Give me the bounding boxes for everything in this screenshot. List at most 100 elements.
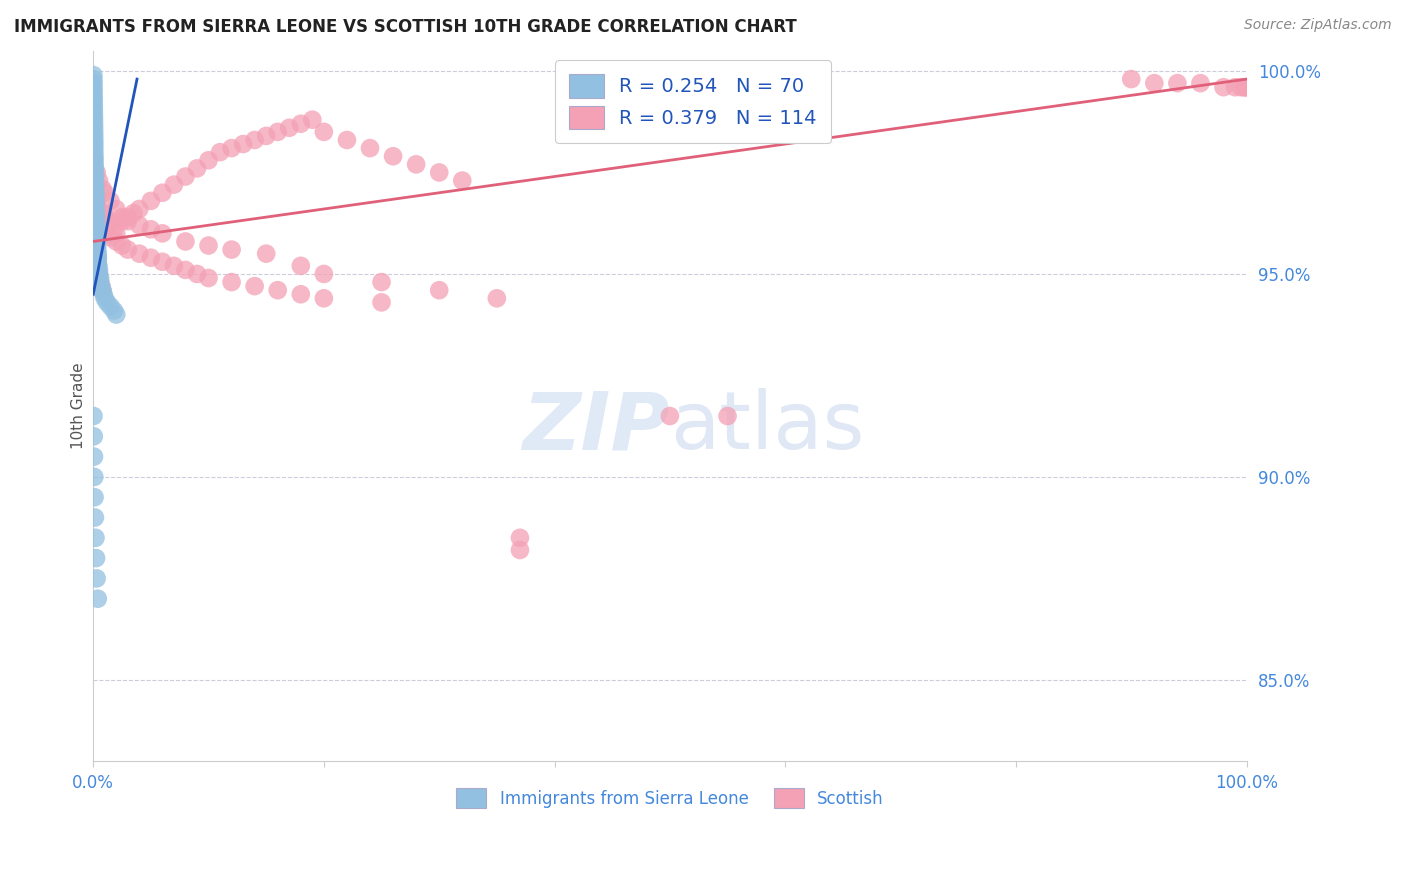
- Point: [163, 259, 186, 273]
- Point: [278, 120, 301, 135]
- Point: [197, 238, 219, 252]
- Point: [87, 251, 110, 265]
- Point: [197, 153, 219, 168]
- Point: [174, 235, 197, 249]
- Point: [86, 235, 108, 249]
- Point: [84, 186, 107, 200]
- Point: [83, 186, 105, 200]
- Point: [427, 283, 450, 297]
- Point: [139, 251, 162, 265]
- Point: [83, 202, 105, 216]
- Point: [96, 214, 118, 228]
- Point: [87, 251, 110, 265]
- Point: [84, 190, 107, 204]
- Point: [209, 145, 232, 160]
- Point: [150, 227, 173, 241]
- Point: [87, 271, 110, 285]
- Point: [84, 206, 107, 220]
- Point: [87, 254, 110, 268]
- Point: [84, 202, 107, 216]
- Point: [105, 308, 128, 322]
- Point: [84, 178, 107, 192]
- Point: [96, 227, 118, 241]
- Point: [89, 210, 111, 224]
- Point: [509, 543, 531, 558]
- Point: [93, 222, 115, 236]
- Point: [84, 182, 107, 196]
- Point: [197, 271, 219, 285]
- Point: [105, 202, 128, 216]
- Point: [86, 243, 108, 257]
- Y-axis label: 10th Grade: 10th Grade: [72, 362, 86, 450]
- Point: [1121, 72, 1143, 87]
- Point: [1234, 80, 1257, 95]
- Point: [221, 275, 243, 289]
- Point: [267, 283, 290, 297]
- Text: Source: ZipAtlas.com: Source: ZipAtlas.com: [1244, 18, 1392, 32]
- Point: [232, 136, 254, 151]
- Point: [87, 263, 110, 277]
- Point: [128, 246, 150, 260]
- Point: [86, 235, 108, 249]
- Point: [84, 198, 107, 212]
- Point: [1189, 76, 1212, 90]
- Point: [1233, 80, 1256, 95]
- Point: [111, 238, 134, 252]
- Point: [90, 279, 112, 293]
- Point: [84, 551, 107, 566]
- Point: [111, 214, 134, 228]
- Point: [1236, 80, 1258, 95]
- Point: [1223, 80, 1246, 95]
- Point: [86, 198, 108, 212]
- Point: [96, 295, 118, 310]
- Point: [89, 275, 111, 289]
- Point: [83, 101, 105, 115]
- Point: [83, 112, 105, 127]
- Point: [485, 291, 508, 305]
- Point: [83, 429, 105, 443]
- Point: [1166, 76, 1188, 90]
- Point: [82, 72, 104, 87]
- Point: [370, 275, 392, 289]
- Point: [86, 227, 108, 241]
- Point: [103, 303, 125, 318]
- Point: [84, 169, 107, 184]
- Point: [100, 300, 122, 314]
- Point: [83, 145, 105, 160]
- Point: [290, 259, 312, 273]
- Point: [105, 235, 128, 249]
- Point: [89, 271, 111, 285]
- Point: [84, 214, 107, 228]
- Point: [89, 275, 111, 289]
- Point: [84, 531, 107, 545]
- Point: [87, 246, 110, 260]
- Point: [93, 210, 115, 224]
- Point: [254, 246, 277, 260]
- Point: [83, 76, 105, 90]
- Point: [93, 186, 115, 200]
- Point: [82, 68, 104, 82]
- Point: [84, 173, 107, 187]
- Point: [111, 210, 134, 224]
- Point: [93, 206, 115, 220]
- Point: [312, 267, 335, 281]
- Point: [83, 88, 105, 103]
- Point: [86, 238, 108, 252]
- Point: [87, 173, 110, 187]
- Point: [83, 80, 105, 95]
- Point: [83, 149, 105, 163]
- Point: [84, 194, 107, 208]
- Point: [100, 219, 122, 233]
- Point: [139, 222, 162, 236]
- Point: [93, 287, 115, 301]
- Point: [84, 219, 107, 233]
- Point: [83, 96, 105, 111]
- Point: [86, 571, 108, 585]
- Point: [117, 210, 139, 224]
- Point: [84, 210, 107, 224]
- Point: [87, 259, 110, 273]
- Point: [221, 243, 243, 257]
- Point: [87, 267, 110, 281]
- Point: [86, 243, 108, 257]
- Point: [174, 263, 197, 277]
